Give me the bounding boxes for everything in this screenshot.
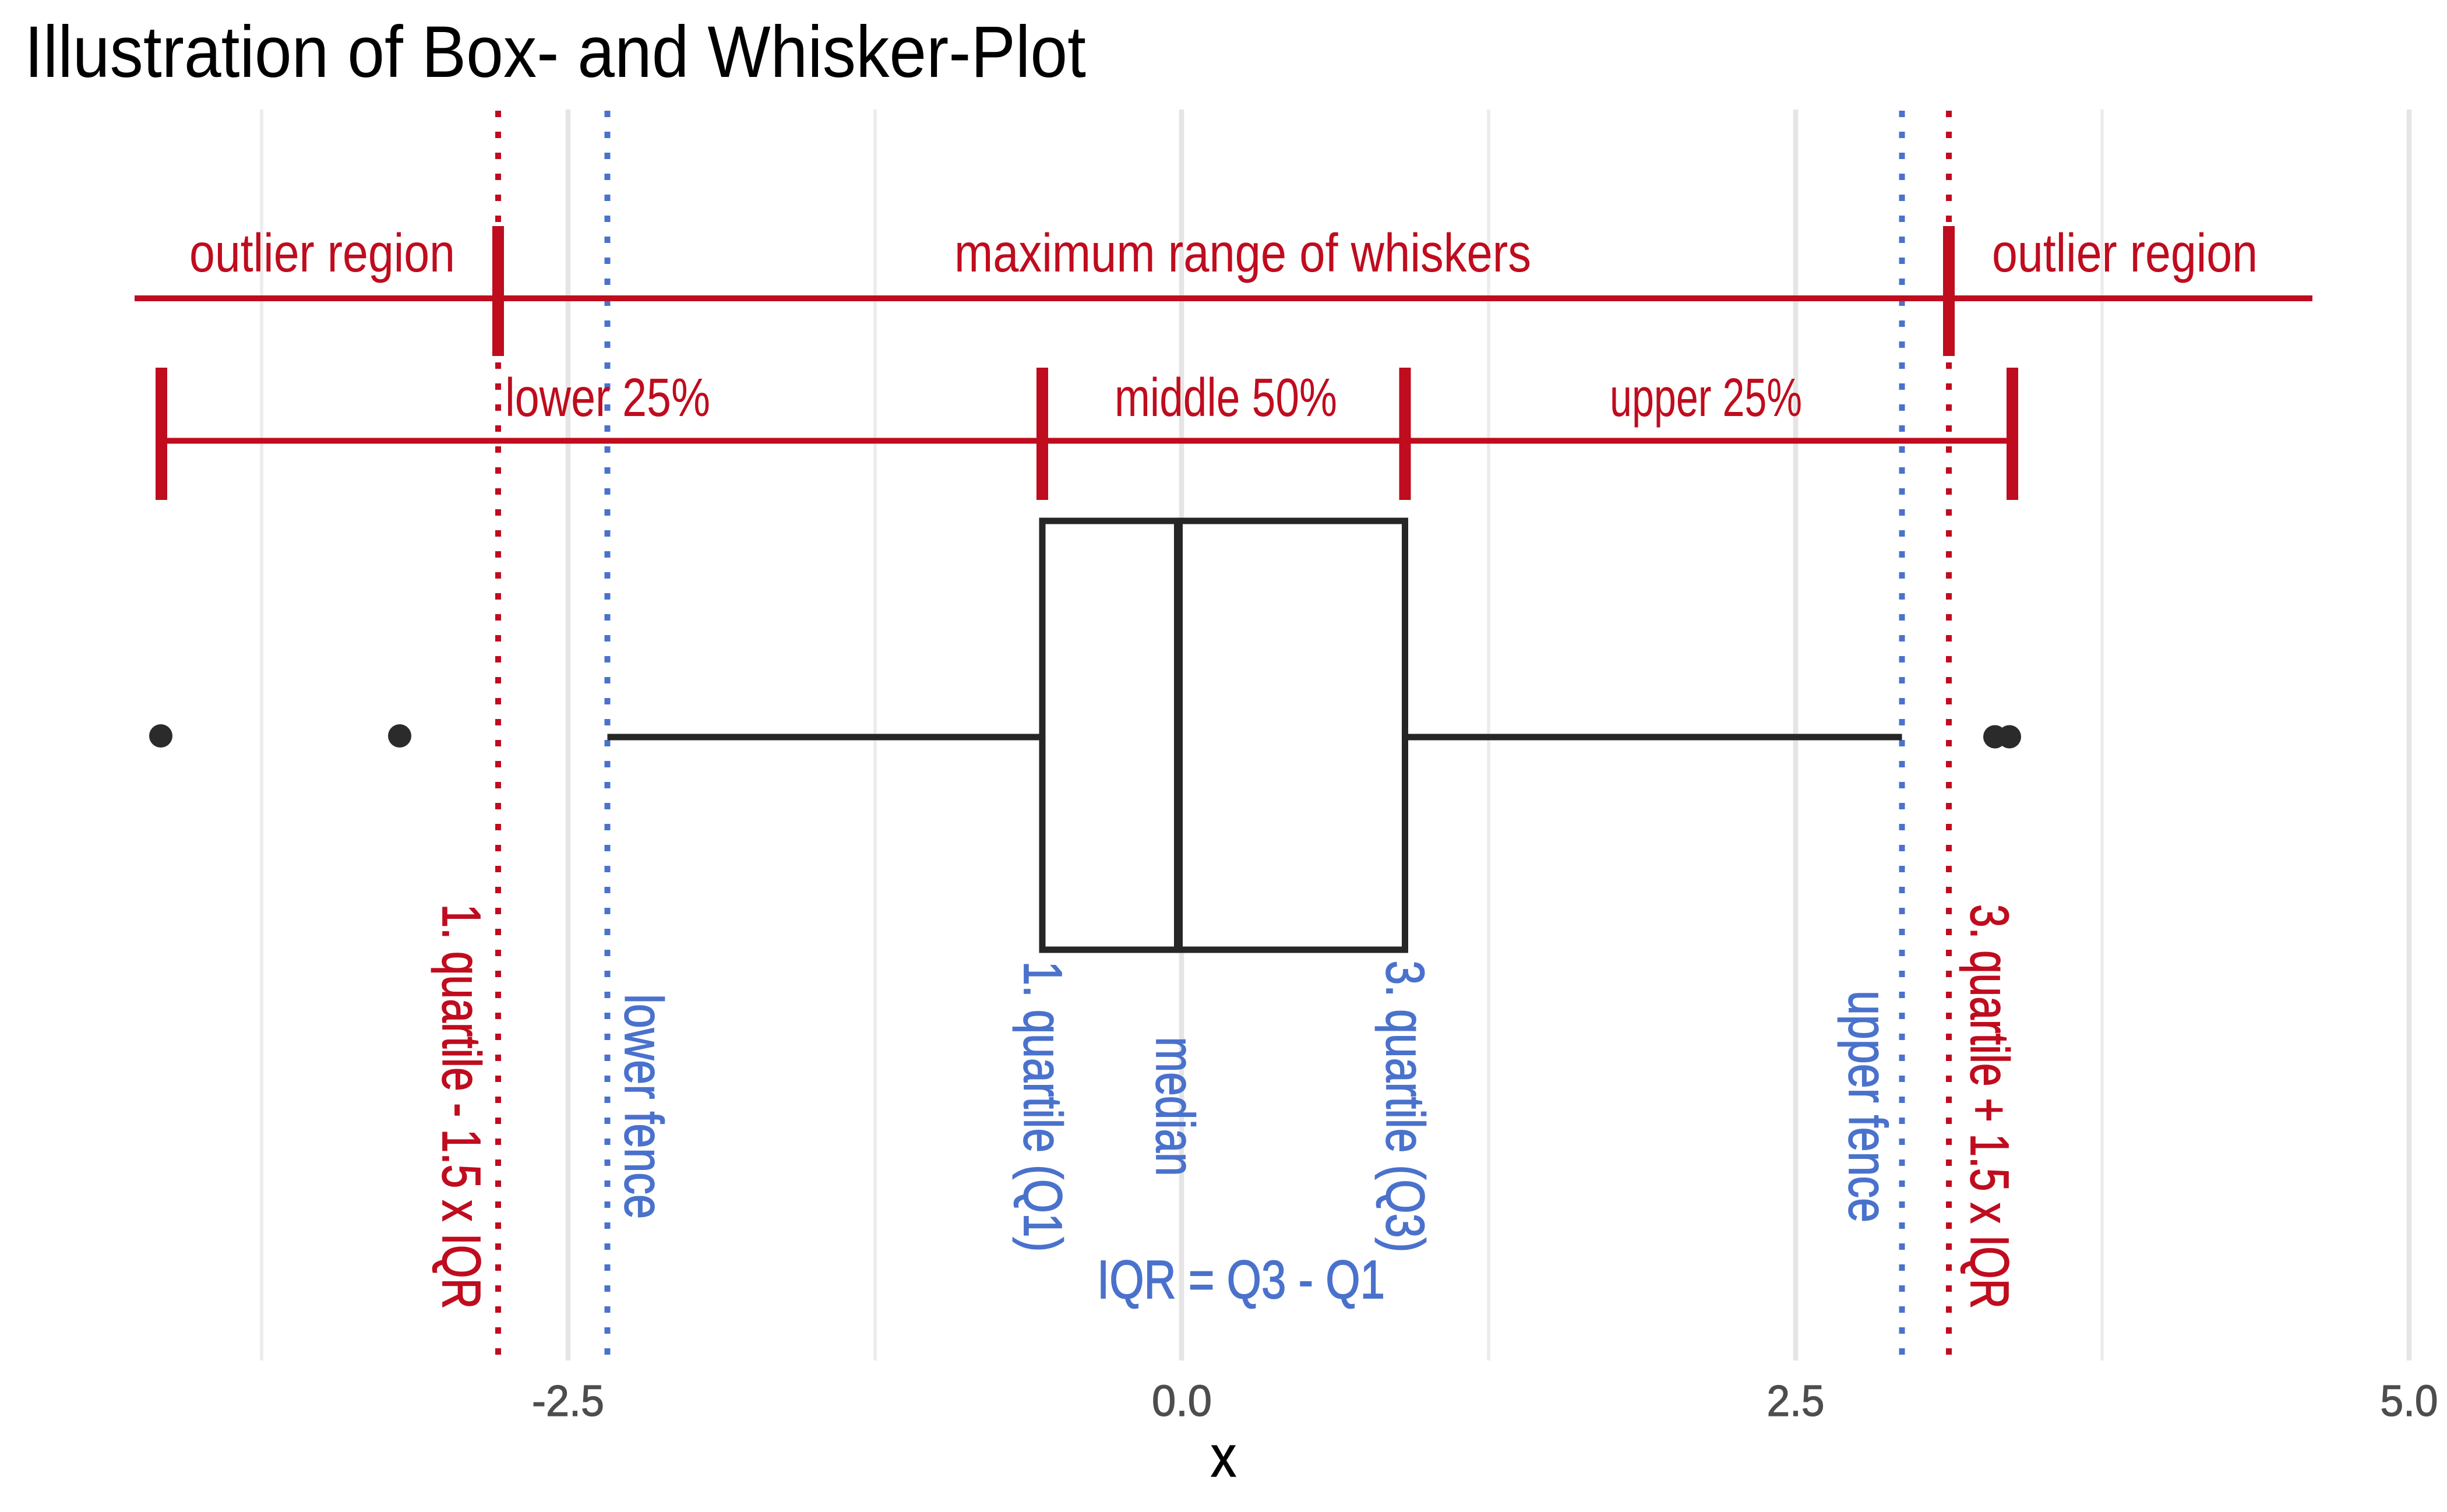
svg-text:5.0: 5.0	[2381, 1376, 2438, 1425]
svg-text:3. quartile + 1.5 x IQR: 3. quartile + 1.5 x IQR	[1959, 904, 2020, 1309]
svg-text:Illustration of Box- and Whisk: Illustration of Box- and Whisker-Plot	[24, 12, 1086, 93]
svg-text:outlier region: outlier region	[189, 223, 455, 283]
svg-text:outlier region: outlier region	[1992, 223, 2258, 283]
svg-text:-2.5: -2.5	[532, 1376, 604, 1425]
svg-text:x: x	[1211, 1424, 1236, 1489]
svg-text:middle 50%: middle 50%	[1115, 367, 1337, 428]
svg-text:1. quartile (Q1): 1. quartile (Q1)	[1013, 961, 1073, 1252]
svg-text:median: median	[1145, 1037, 1205, 1176]
svg-text:lower fence: lower fence	[613, 994, 674, 1219]
svg-text:3. quartile (Q3): 3. quartile (Q3)	[1375, 961, 1436, 1253]
svg-text:1. quartile - 1.5 x IQR: 1. quartile - 1.5 x IQR	[431, 904, 492, 1309]
svg-text:lower 25%: lower 25%	[505, 367, 710, 428]
svg-text:maximum range of whiskers: maximum range of whiskers	[954, 223, 1531, 283]
svg-text:IQR = Q3 - Q1: IQR = Q3 - Q1	[1097, 1249, 1385, 1310]
svg-text:0.0: 0.0	[1152, 1376, 1212, 1425]
svg-text:2.5: 2.5	[1767, 1376, 1825, 1425]
svg-text:upper 25%: upper 25%	[1610, 367, 1802, 428]
svg-text:upper fence: upper fence	[1838, 991, 1898, 1222]
